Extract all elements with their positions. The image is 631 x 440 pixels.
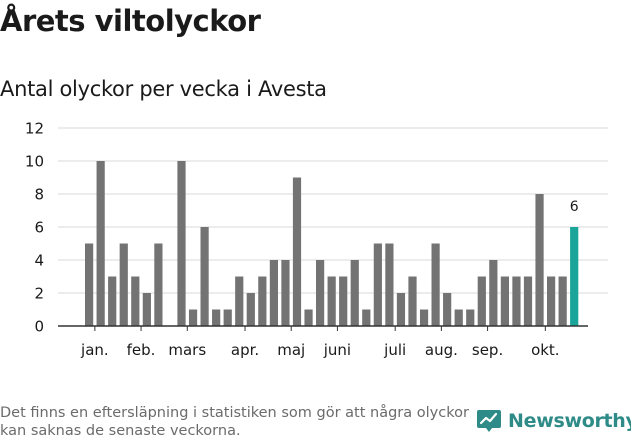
highlight-value-label: 6 [570, 199, 579, 215]
bar [108, 276, 117, 326]
x-tick-label: okt. [531, 341, 560, 359]
bar [535, 194, 544, 326]
y-tick-label: 0 [34, 318, 44, 336]
x-tick-label: jan. [80, 341, 109, 359]
bar [327, 276, 336, 326]
bar [419, 309, 429, 326]
bar [235, 276, 244, 326]
x-tick-label: maj [277, 341, 305, 359]
bar [258, 276, 267, 326]
bar [269, 260, 278, 326]
bar [466, 309, 475, 326]
bar [85, 243, 94, 326]
bar [396, 293, 406, 326]
bar [292, 177, 302, 326]
bar [177, 161, 186, 326]
bar [350, 260, 359, 326]
bar [200, 227, 209, 326]
bar [477, 276, 486, 326]
x-tick-label: mars [168, 341, 206, 359]
x-tick-label: aug. [425, 341, 458, 359]
bar [454, 309, 463, 326]
y-tick-label: 8 [34, 186, 44, 204]
bar [142, 293, 151, 326]
footnote: Det finns en eftersläpning i statistiken… [0, 405, 469, 439]
bar [362, 309, 371, 326]
highlight-bar [570, 227, 579, 326]
bar-chart: 0 2 4 6 8 10 12 6 jan. feb. mars apr. maj juni juli aug… [25, 120, 608, 359]
bar [304, 309, 313, 326]
bar [316, 260, 325, 326]
bar [500, 276, 509, 326]
bar [154, 243, 163, 326]
bar [489, 260, 498, 326]
bar [373, 243, 382, 326]
brand-name: Newsworthy [508, 410, 631, 432]
bar [523, 276, 533, 326]
y-tick-label: 2 [34, 285, 44, 303]
x-tick-label: sep. [472, 341, 503, 359]
brand[interactable]: Newsworthy [476, 408, 631, 434]
bar [512, 276, 521, 326]
bar [339, 276, 348, 326]
bar [96, 161, 105, 326]
chart-subtitle: Antal olyckor per vecka i Avesta [0, 77, 327, 101]
y-tick-label: 12 [25, 120, 44, 138]
bar [188, 309, 198, 326]
bar [131, 276, 140, 326]
bar [547, 276, 556, 326]
x-tick-label: feb. [127, 341, 156, 359]
x-tick-label: juli [383, 341, 406, 359]
bar [246, 293, 255, 326]
y-tick-label: 6 [34, 219, 44, 237]
bar [281, 260, 290, 326]
bar [385, 243, 394, 326]
bar [443, 293, 452, 326]
x-tick-label: apr. [231, 341, 259, 359]
bar [558, 276, 567, 326]
bar [212, 309, 221, 326]
bar [408, 276, 417, 326]
y-tick-label: 4 [34, 252, 44, 270]
chart-title: Årets viltolyckor [0, 4, 261, 38]
y-tick-label: 10 [25, 153, 44, 171]
newsworthy-logo-icon [477, 410, 501, 432]
bar [431, 243, 440, 326]
x-tick-label: juni [323, 341, 351, 359]
bar [119, 243, 128, 326]
bar [223, 309, 232, 326]
